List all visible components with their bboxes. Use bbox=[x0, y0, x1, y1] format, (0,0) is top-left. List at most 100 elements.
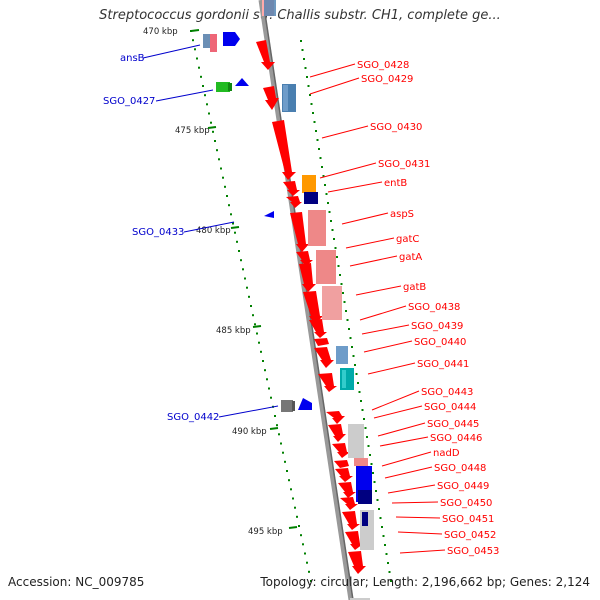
track-dot bbox=[376, 499, 379, 501]
right-gene-label[interactable]: SGO_0438 bbox=[408, 302, 460, 313]
right-gene-label[interactable]: SGO_0453 bbox=[447, 546, 499, 557]
kbp-label: 475 kbp bbox=[175, 126, 210, 136]
track-dot bbox=[228, 204, 230, 207]
track-dot bbox=[303, 58, 305, 60]
track-dot bbox=[360, 400, 362, 402]
right-label-leader bbox=[391, 501, 439, 504]
right-gene-label[interactable]: aspS bbox=[390, 209, 414, 220]
track-dot bbox=[230, 213, 232, 216]
right-label-leader bbox=[319, 162, 377, 179]
track-dot bbox=[343, 301, 346, 303]
right-gene-label[interactable]: SGO_0430 bbox=[370, 122, 422, 133]
track-dot bbox=[242, 268, 244, 271]
left-gene-label[interactable]: SGO_0427 bbox=[103, 96, 155, 107]
right-gene-label[interactable]: SGO_0448 bbox=[434, 463, 486, 474]
right-label-leader bbox=[373, 405, 423, 419]
track-dot bbox=[342, 292, 344, 294]
track-dot bbox=[390, 580, 392, 582]
track-dot bbox=[286, 470, 288, 472]
track-dot bbox=[202, 85, 204, 87]
track-dot bbox=[327, 202, 329, 204]
track-dot bbox=[375, 490, 377, 492]
track-dot bbox=[278, 433, 280, 436]
track-dot bbox=[300, 40, 302, 42]
track-dot bbox=[212, 130, 214, 133]
right-gene-label[interactable]: gatB bbox=[403, 282, 426, 293]
kbp-label: 480 kbp bbox=[196, 226, 231, 236]
track-dot bbox=[310, 103, 313, 105]
right-gene-label[interactable]: SGO_0446 bbox=[430, 433, 482, 444]
track-dot bbox=[250, 305, 252, 307]
track-dot bbox=[200, 75, 202, 78]
right-gene-label[interactable]: SGO_0443 bbox=[421, 387, 473, 398]
right-label-leader bbox=[361, 324, 410, 335]
track-dot bbox=[355, 373, 358, 375]
left-gene-label[interactable]: ansB bbox=[120, 53, 145, 64]
right-gene-label[interactable]: nadD bbox=[433, 448, 460, 459]
right-gene-label[interactable]: SGO_0431 bbox=[378, 159, 430, 170]
right-gene-label[interactable]: SGO_0444 bbox=[424, 402, 476, 413]
track-dot bbox=[372, 472, 374, 474]
track-dot bbox=[336, 256, 338, 258]
track-dot bbox=[318, 148, 320, 150]
track-dot bbox=[254, 323, 256, 326]
track-dot bbox=[222, 176, 224, 179]
track-dot bbox=[309, 94, 311, 96]
left-gene-label[interactable]: SGO_0442 bbox=[167, 412, 219, 423]
kbp-tick bbox=[230, 226, 240, 229]
gene-SGO_0442-group[interactable] bbox=[281, 398, 312, 412]
track-dot bbox=[248, 295, 250, 298]
left-gene-label[interactable]: SGO_0433 bbox=[132, 227, 184, 238]
track-dot bbox=[322, 175, 325, 177]
right-gene-label[interactable]: SGO_0452 bbox=[444, 530, 496, 541]
right-gene-label[interactable]: SGO_0441 bbox=[417, 359, 469, 370]
track-dot bbox=[276, 424, 278, 427]
track-dot bbox=[366, 436, 368, 438]
right-gene-label[interactable]: gatA bbox=[399, 252, 422, 263]
kbp-label: 495 kbp bbox=[248, 527, 283, 537]
gene-top-stub-blue[interactable] bbox=[264, 0, 276, 16]
right-gene-label[interactable]: SGO_0440 bbox=[414, 337, 466, 348]
track-dot bbox=[294, 506, 296, 509]
track-dot bbox=[208, 112, 210, 115]
track-dot bbox=[340, 283, 343, 285]
right-gene-label[interactable]: SGO_0445 bbox=[427, 419, 479, 430]
right-gene-label[interactable]: SGO_0428 bbox=[357, 60, 409, 71]
right-label-leader bbox=[349, 255, 398, 267]
track-dot bbox=[194, 48, 196, 51]
right-gene-label[interactable]: SGO_0451 bbox=[442, 514, 494, 525]
gene-ansB-group[interactable] bbox=[203, 32, 240, 52]
right-gene-label[interactable]: SGO_0429 bbox=[361, 74, 413, 85]
track-dot bbox=[307, 85, 310, 87]
kbp-label: 470 kbp bbox=[143, 27, 178, 37]
track-dot bbox=[280, 442, 282, 445]
right-gene-label[interactable]: SGO_0450 bbox=[440, 498, 492, 509]
right-gene-label[interactable]: SGO_0449 bbox=[437, 481, 489, 492]
track-dot bbox=[357, 382, 359, 384]
left-label-leader bbox=[183, 221, 235, 233]
kbp-tick bbox=[252, 325, 262, 328]
track-dot bbox=[349, 337, 352, 339]
track-dot bbox=[345, 310, 347, 312]
right-gene-label[interactable]: entB bbox=[384, 178, 407, 189]
track-dot bbox=[370, 463, 373, 465]
track-dot bbox=[238, 250, 240, 252]
track-dot bbox=[363, 418, 365, 420]
right-gene-label[interactable]: gatC bbox=[396, 234, 419, 245]
gene-feature-bars[interactable] bbox=[282, 84, 374, 600]
track-dot bbox=[270, 396, 272, 399]
track-dot bbox=[367, 445, 370, 447]
kbp-tick bbox=[269, 427, 279, 430]
track-dot bbox=[319, 157, 322, 159]
right-label-leader bbox=[321, 125, 369, 139]
right-gene-label[interactable]: SGO_0439 bbox=[411, 321, 463, 332]
gene-SGO_0427-group[interactable] bbox=[216, 78, 249, 92]
track-dot bbox=[381, 526, 383, 528]
track-dot bbox=[304, 552, 306, 555]
gene-arrows[interactable] bbox=[256, 40, 366, 574]
gene-SGO_0433-marker[interactable] bbox=[264, 211, 274, 218]
track-dot bbox=[260, 350, 262, 353]
track-dot bbox=[385, 553, 388, 555]
